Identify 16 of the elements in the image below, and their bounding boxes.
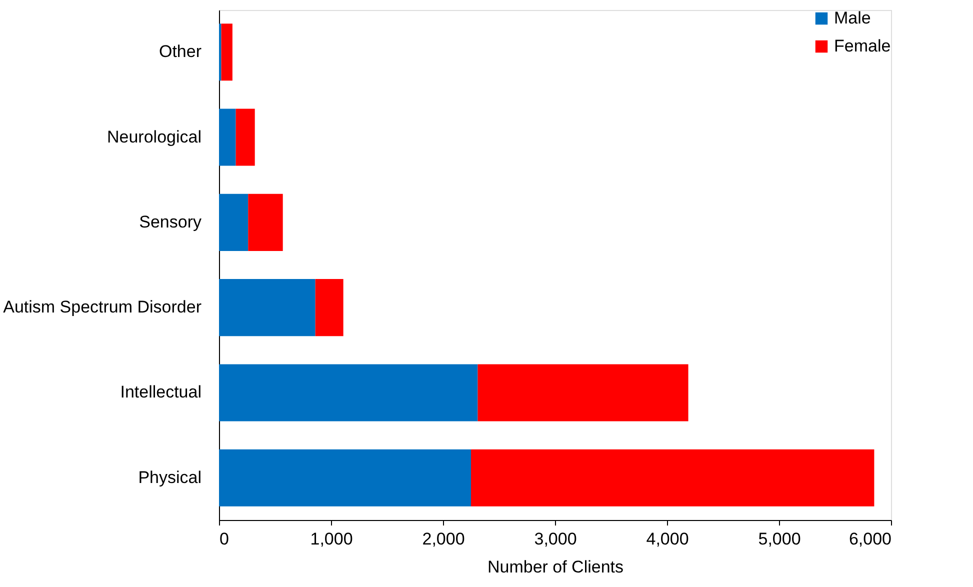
x-tick-label: 2,000 [422,530,465,548]
y-tick-label: Other [158,42,202,62]
x-axis-title: Number of Clients [487,558,624,576]
x-tick-label: 5,000 [758,530,801,548]
legend-label: Female [834,36,891,56]
y-tick-label: Neurological [107,127,202,146]
x-tick-label: 6,000 [848,530,892,548]
x-tick-label: 1,000 [310,530,353,548]
y-tick-label: Intellectual [120,382,202,402]
legend-label: Male [834,8,871,28]
x-tick-label: 0 [220,530,229,548]
x-tick-label: 4,000 [646,530,689,548]
y-tick-label: Sensory [139,212,202,232]
x-tick-label: 3,000 [534,530,577,548]
y-tick-label: Autism Spectrum Disorder [3,298,202,317]
y-tick-label: Physical [138,468,202,487]
